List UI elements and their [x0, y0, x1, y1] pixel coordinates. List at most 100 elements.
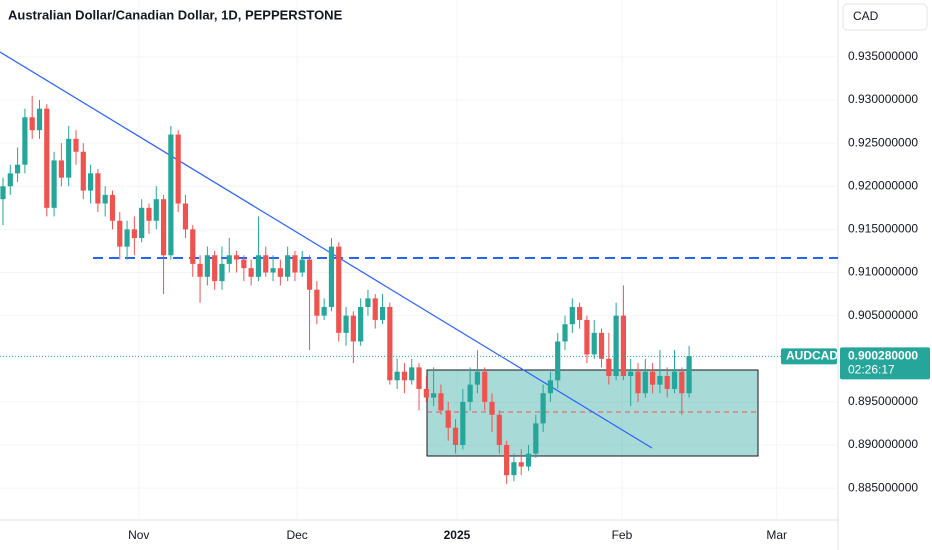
candle-body	[29, 117, 35, 131]
candle-body	[460, 401, 466, 445]
candle-body	[139, 207, 145, 239]
candle-body	[73, 138, 79, 152]
candle-body	[117, 220, 123, 247]
candle-body	[358, 306, 364, 342]
x-tick-label: 2025	[444, 528, 471, 542]
candle-body	[306, 259, 313, 290]
y-tick-label: 0.930000000	[848, 92, 918, 106]
y-tick-label: 0.925000000	[848, 135, 918, 149]
y-tick-label: 0.890000000	[848, 437, 918, 451]
candle-body	[131, 229, 137, 239]
candle-body	[628, 371, 634, 376]
candle-body	[416, 367, 422, 389]
currency-button[interactable]	[842, 3, 928, 31]
candle-body	[168, 134, 174, 256]
candle-body	[482, 371, 488, 402]
candle-body	[569, 306, 575, 325]
x-tick-label: Feb	[612, 528, 633, 542]
candle-body	[343, 315, 349, 333]
candle-body	[642, 371, 648, 394]
y-tick-label: 0.910000000	[848, 265, 918, 279]
candle-body	[584, 319, 590, 355]
y-tick-label: 0.935000000	[848, 49, 918, 63]
candle-body	[102, 194, 108, 204]
candle-body	[394, 371, 400, 381]
candle-body	[686, 356, 692, 394]
y-tick-label: 0.920000000	[848, 178, 918, 192]
symbol-label: AUDCAD	[786, 348, 838, 362]
candle-body	[87, 173, 94, 191]
candle-body	[518, 462, 524, 467]
candle-body	[540, 393, 546, 424]
candle-body	[146, 207, 152, 221]
candle-body	[547, 380, 554, 394]
candle-body	[7, 173, 13, 187]
candle-body	[474, 371, 481, 385]
candle-body	[292, 255, 298, 273]
candle-body	[14, 164, 21, 174]
candle-body	[58, 160, 64, 178]
candle-body	[219, 263, 225, 282]
candle-body	[409, 367, 415, 381]
currency-label[interactable]: CAD	[853, 9, 879, 23]
candle-body	[321, 306, 327, 316]
candle-body	[95, 173, 101, 204]
candle-body	[109, 194, 116, 221]
candle-body	[379, 306, 386, 320]
candle-body	[679, 371, 685, 394]
candle-body	[336, 246, 342, 333]
candle-body	[248, 268, 254, 277]
candle-body	[591, 332, 597, 355]
candle-body	[175, 134, 181, 204]
candle-body	[452, 427, 459, 445]
candle-body	[562, 324, 568, 342]
price-axis: 0.885000000 0.890000000 0.895000000 0.90500…	[128, 49, 918, 542]
candle-body	[197, 263, 203, 277]
candle-body	[438, 393, 444, 411]
candle-body	[299, 259, 305, 273]
candle-body	[241, 259, 247, 269]
candle-body	[66, 138, 72, 178]
candle-body	[613, 315, 619, 376]
x-tick-label: Dec	[286, 528, 307, 542]
symbol-tag	[781, 348, 837, 365]
candle-body	[212, 255, 218, 282]
y-tick-label: 0.895000000	[848, 394, 918, 408]
candle-body	[431, 393, 437, 398]
candle-body	[606, 358, 612, 376]
chart-title: Australian Dollar/Canadian Dollar, 1D, P…	[8, 7, 343, 22]
candle-body	[44, 108, 50, 208]
candle-body	[445, 410, 451, 428]
candle-body	[204, 255, 210, 277]
candle-body	[577, 306, 583, 320]
y-tick-label: 0.885000000	[848, 480, 918, 494]
candle-body	[80, 151, 86, 191]
candle-body	[635, 371, 641, 394]
candle-body	[401, 371, 408, 381]
candle-body	[496, 414, 502, 445]
candle-body	[36, 108, 43, 131]
candle-body	[664, 375, 670, 389]
candle-body	[153, 199, 159, 221]
candle-body	[650, 371, 656, 385]
candle-body	[22, 117, 28, 165]
candle-body	[51, 160, 57, 208]
candle-body	[657, 375, 663, 385]
candle-body	[533, 423, 539, 454]
candle-body	[555, 341, 561, 381]
candle-body	[671, 371, 678, 389]
candle-body	[598, 332, 605, 359]
candle-body	[270, 268, 276, 273]
candle-body	[504, 444, 510, 476]
price-tag	[840, 347, 930, 380]
candle-body	[277, 268, 283, 277]
x-tick-label: Nov	[128, 528, 149, 542]
candle-body	[182, 203, 189, 230]
candle-body	[511, 462, 517, 476]
price-label: 0.900280000	[848, 348, 918, 362]
y-tick-label: 0.905000000	[848, 308, 918, 322]
candle-body	[387, 306, 393, 381]
candle-body	[124, 229, 130, 247]
